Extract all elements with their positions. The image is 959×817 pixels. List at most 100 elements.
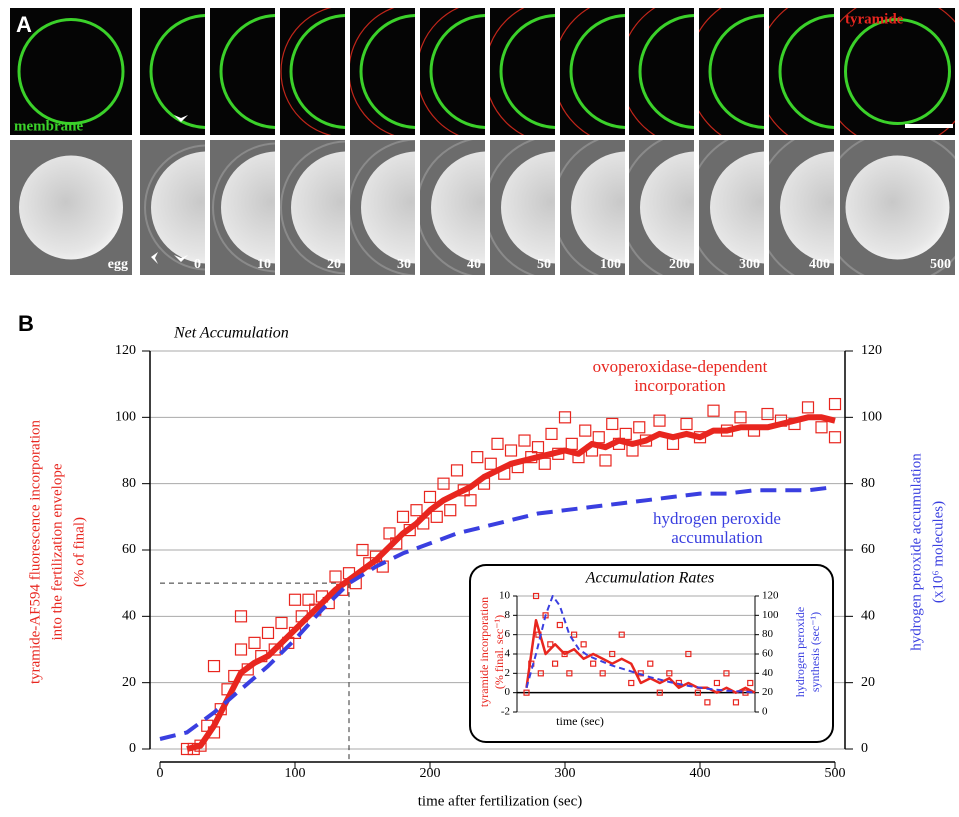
data-point <box>656 689 663 696</box>
data-point <box>713 679 721 687</box>
data-point <box>571 631 578 638</box>
y-tick-label: 0 <box>129 741 136 756</box>
data-point <box>704 699 711 706</box>
channel-label: membrane <box>14 118 83 134</box>
data-point <box>666 670 673 677</box>
data-point <box>423 490 437 504</box>
data-point <box>396 510 410 523</box>
y-tick-label: 60 <box>122 542 136 557</box>
data-point <box>723 670 730 677</box>
y2-tick-label: 40 <box>861 609 875 624</box>
data-point <box>531 441 545 454</box>
y2-axis-label: synthesis (sec⁻¹) <box>808 612 822 692</box>
data-point <box>590 660 597 667</box>
micrograph <box>350 8 415 135</box>
data-point <box>619 427 632 441</box>
y-tick-label: -2 <box>501 706 510 718</box>
data-point <box>732 699 740 706</box>
egg <box>221 151 275 264</box>
membrane-ring <box>844 18 951 125</box>
y-tick-label: 6 <box>505 628 511 640</box>
series-label: incorporation <box>634 376 726 395</box>
data-line <box>186 414 836 752</box>
y-tick-label: 40 <box>122 609 136 624</box>
y-tick-label: 10 <box>499 590 511 602</box>
micrograph <box>560 8 625 135</box>
data-point <box>828 397 842 411</box>
data-point <box>556 621 563 629</box>
data-point <box>504 444 518 457</box>
time-label: 50 <box>537 257 551 272</box>
egg <box>431 151 485 264</box>
data-point <box>592 431 605 444</box>
data-point <box>599 454 612 467</box>
data-line <box>525 595 756 694</box>
data-point <box>261 626 275 640</box>
membrane-ring <box>219 14 275 129</box>
y2-tick-label: 120 <box>762 590 779 602</box>
x-tick-label: 300 <box>555 766 576 781</box>
y-axis-label: (% of final) <box>71 517 87 587</box>
data-point <box>430 510 443 523</box>
micrograph <box>560 140 625 275</box>
data-point <box>248 636 261 649</box>
micrograph <box>140 140 205 275</box>
y2-tick-label: 20 <box>861 675 875 690</box>
series-label: accumulation <box>671 528 763 547</box>
data-point <box>828 431 842 444</box>
micrograph <box>420 140 485 275</box>
micrograph <box>699 140 764 275</box>
time-label: 10 <box>257 257 271 272</box>
micrograph <box>629 140 694 275</box>
x-axis-label: time after fertilization (sec) <box>418 793 583 809</box>
micrograph <box>420 8 485 135</box>
y-tick-label: 0 <box>505 686 511 698</box>
data-point <box>538 457 551 470</box>
data-point <box>580 641 587 648</box>
time-label: 300 <box>739 257 760 272</box>
micrograph <box>490 140 555 275</box>
y-tick-label: 8 <box>505 609 511 621</box>
time-label: 200 <box>669 257 690 272</box>
membrane-ring <box>778 14 834 129</box>
y2-tick-label: 100 <box>861 410 882 425</box>
micrograph <box>140 8 205 135</box>
data-point <box>437 477 450 490</box>
data-point <box>565 437 578 450</box>
data-point <box>537 670 544 677</box>
chart-title: Net Accumulation <box>173 325 289 342</box>
series-label: ovoperoxidase-dependent <box>593 357 768 376</box>
data-point <box>234 610 248 623</box>
y2-axis-label: (x10⁶ molecules) <box>930 501 946 603</box>
data-point <box>464 494 477 507</box>
data-point <box>471 451 484 464</box>
envelope <box>280 140 345 275</box>
y-tick-label: 20 <box>122 675 136 690</box>
data-point <box>484 457 497 470</box>
micrograph <box>490 8 555 135</box>
data-point <box>618 631 625 638</box>
data-point <box>207 659 221 673</box>
data-point <box>356 543 369 557</box>
egg <box>780 151 834 264</box>
arrowhead <box>174 255 188 262</box>
x-tick-label: 0 <box>157 766 164 781</box>
egg <box>501 151 555 264</box>
micrograph <box>699 8 764 135</box>
egg <box>640 151 694 264</box>
y2-axis-label: hydrogen peroxide accumulation <box>908 453 924 651</box>
x-tick-label: 500 <box>825 766 846 781</box>
egg <box>845 155 950 260</box>
y2-tick-label: 60 <box>861 542 875 557</box>
membrane-ring <box>149 14 205 129</box>
y2-tick-label: 0 <box>762 706 768 718</box>
egg <box>151 151 205 264</box>
egg <box>291 151 345 264</box>
y-tick-label: 100 <box>115 410 136 425</box>
data-point <box>547 641 554 648</box>
membrane-ring <box>638 14 694 129</box>
data-point <box>268 643 281 656</box>
micrograph <box>629 8 694 135</box>
y-tick-label: 4 <box>505 648 511 660</box>
